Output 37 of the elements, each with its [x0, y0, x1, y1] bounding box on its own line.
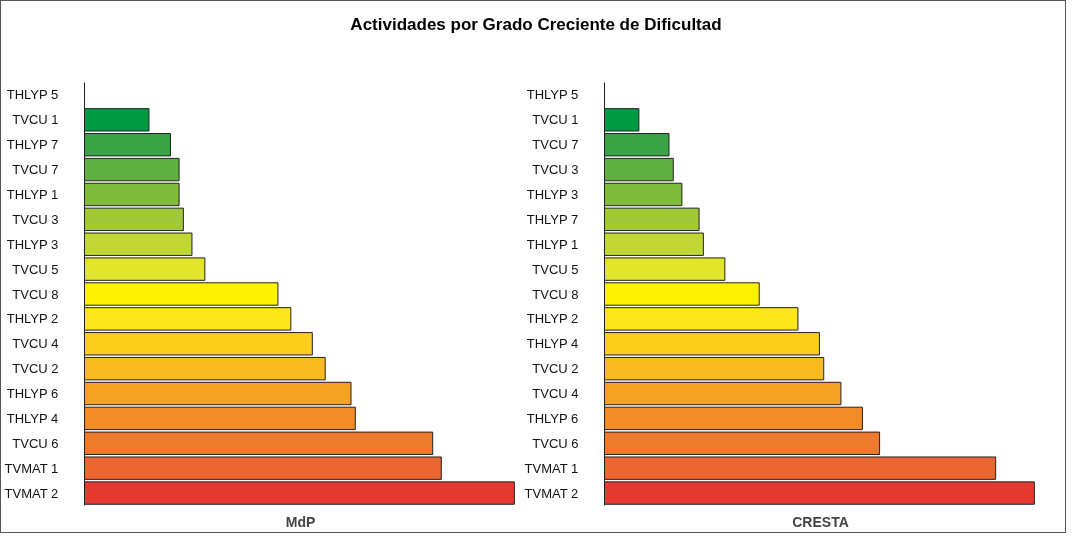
- y-tick-label: TVCU 6: [532, 436, 579, 452]
- y-tick-label: TVCU 8: [532, 286, 579, 302]
- y-tick-label: TVCU 4: [12, 336, 59, 352]
- x-axis-title: MdP: [285, 513, 316, 530]
- y-tick-label: THLYP 3: [526, 187, 579, 203]
- y-tick-label: TVCU 2: [532, 361, 579, 377]
- y-tick-label: THLYP 4: [526, 336, 579, 352]
- y-tick-label: TVCU 6: [12, 436, 59, 452]
- x-axis-title: CRESTA: [792, 513, 849, 530]
- y-tick-label: TVMAT 2: [4, 485, 59, 501]
- y-tick-label: TVMAT 1: [4, 460, 59, 476]
- y-tick-label: THLYP 7: [526, 212, 579, 228]
- y-tick-label: TVCU 3: [532, 162, 579, 178]
- y-tick-label: TVCU 2: [12, 361, 59, 377]
- y-tick-label: THLYP 1: [6, 187, 59, 203]
- y-tick-label: TVCU 8: [12, 286, 59, 302]
- y-tick-label: THLYP 5: [526, 87, 579, 103]
- y-tick-label: TVCU 4: [532, 386, 579, 402]
- y-tick-label: THLYP 2: [526, 311, 579, 327]
- y-tick-label: TVMAT 1: [524, 460, 579, 476]
- y-tick-label: THLYP 1: [526, 237, 579, 253]
- y-tick-label: TVCU 7: [532, 137, 579, 153]
- y-tick-label: TVMAT 2: [524, 485, 579, 501]
- y-tick-label: TVCU 3: [12, 212, 59, 228]
- y-tick-label: TVCU 1: [532, 112, 579, 128]
- y-tick-label: THLYP 3: [6, 237, 59, 253]
- y-tick-label: THLYP 5: [6, 87, 59, 103]
- y-tick-label: TVCU 5: [12, 261, 59, 277]
- y-tick-label: TVCU 1: [12, 112, 59, 128]
- chart-title: Actividades por Grado Creciente de Dificultad: [350, 14, 722, 36]
- y-tick-label: THLYP 6: [526, 411, 579, 427]
- y-tick-label: THLYP 6: [6, 386, 59, 402]
- y-tick-label: THLYP 2: [6, 311, 59, 327]
- y-tick-label: TVCU 7: [12, 162, 59, 178]
- y-tick-label: THLYP 4: [6, 411, 59, 427]
- y-tick-label: TVCU 5: [532, 261, 579, 277]
- y-tick-label: THLYP 7: [6, 137, 59, 153]
